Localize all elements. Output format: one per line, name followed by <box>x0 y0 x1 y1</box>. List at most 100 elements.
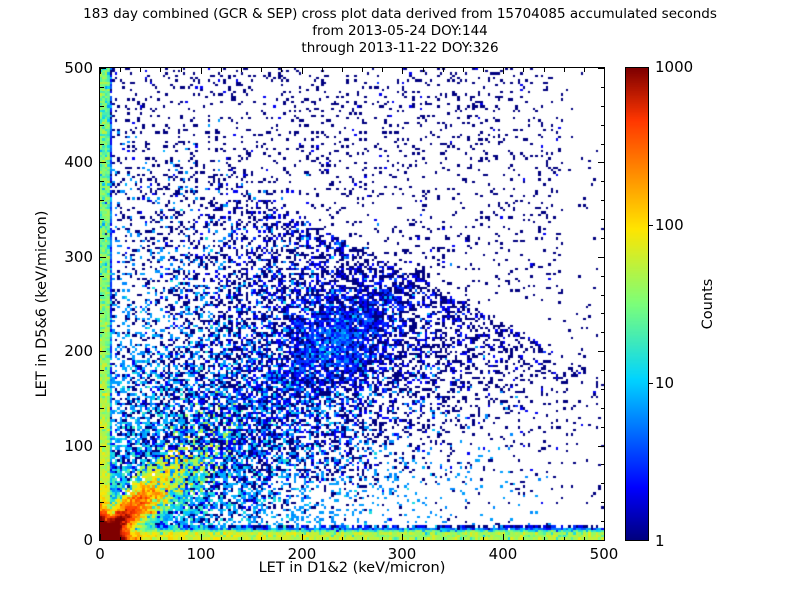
x-axis-major-tick <box>604 534 606 540</box>
y-axis-minor-tick <box>600 332 604 334</box>
x-axis-minor-tick <box>160 68 162 72</box>
x-axis-minor-tick <box>423 68 425 72</box>
x-axis-minor-tick <box>181 68 183 72</box>
x-axis-minor-tick <box>483 536 485 540</box>
x-axis-minor-tick <box>584 68 586 72</box>
y-axis-major-tick <box>100 351 106 353</box>
y-axis-major-tick <box>100 446 106 448</box>
y-axis-minor-tick <box>100 144 104 146</box>
y-axis-minor-tick <box>100 408 104 410</box>
colorbar-tick <box>648 383 653 385</box>
y-axis-minor-tick <box>100 502 104 504</box>
x-axis-tick-label: 0 <box>95 545 105 563</box>
y-axis-minor-tick <box>100 200 104 202</box>
y-axis-minor-tick <box>100 521 104 523</box>
x-axis-minor-tick <box>382 68 384 72</box>
y-axis-tick-label: 400 <box>64 153 93 171</box>
x-axis-minor-tick <box>463 68 465 72</box>
x-axis-minor-tick <box>261 68 263 72</box>
x-axis-minor-tick <box>281 68 283 72</box>
x-axis-minor-tick <box>382 536 384 540</box>
x-axis-minor-tick <box>241 68 243 72</box>
y-axis-minor-tick <box>600 125 604 127</box>
x-axis-minor-tick <box>221 536 223 540</box>
x-axis-label: LET in D1&2 (keV/micron) <box>258 560 446 576</box>
y-axis-major-tick <box>598 257 604 259</box>
x-axis-minor-tick <box>342 536 344 540</box>
y-axis-major-tick <box>598 68 604 70</box>
y-axis-tick-label: 300 <box>64 248 93 266</box>
y-axis-minor-tick <box>600 238 604 240</box>
x-axis-minor-tick <box>120 68 122 72</box>
y-axis-minor-tick <box>100 295 104 297</box>
x-axis-major-tick <box>302 534 304 540</box>
colorbar-label: Counts <box>700 278 716 330</box>
x-axis-major-tick <box>503 534 505 540</box>
density-scatter-layer <box>100 68 604 540</box>
x-axis-minor-tick <box>423 536 425 540</box>
y-axis-minor-tick <box>600 313 604 315</box>
x-axis-minor-tick <box>564 536 566 540</box>
y-axis-minor-tick <box>600 276 604 278</box>
y-axis-minor-tick <box>600 200 604 202</box>
x-axis-minor-tick <box>463 536 465 540</box>
y-axis-tick-label: 500 <box>64 59 93 77</box>
y-axis-tick-label: 200 <box>64 342 93 360</box>
y-axis-minor-tick <box>600 389 604 391</box>
y-axis-major-tick <box>100 162 106 164</box>
x-axis-minor-tick <box>241 536 243 540</box>
colorbar-tick-label: 10 <box>655 374 675 392</box>
x-axis-minor-tick <box>221 68 223 72</box>
y-axis-tick-label: 100 <box>64 437 93 455</box>
y-axis-minor-tick <box>600 144 604 146</box>
colorbar-tick-label: 1000 <box>655 58 694 76</box>
x-axis-minor-tick <box>140 68 142 72</box>
plot-title: 183 day combined (GCR & SEP) cross plot … <box>0 6 800 57</box>
y-axis-minor-tick <box>600 295 604 297</box>
colorbar-tick-label: 100 <box>655 216 684 234</box>
y-axis-minor-tick <box>600 427 604 429</box>
x-axis-minor-tick <box>523 68 525 72</box>
y-axis-minor-tick <box>100 370 104 372</box>
y-axis-major-tick <box>100 540 106 542</box>
x-axis-minor-tick <box>140 536 142 540</box>
x-axis-major-tick <box>604 68 606 74</box>
x-axis-tick-label: 200 <box>287 545 317 563</box>
colorbar-gradient <box>626 68 648 540</box>
y-axis-label: LET in D5&6 (keV/micron) <box>34 210 50 398</box>
y-axis-minor-tick <box>100 276 104 278</box>
x-axis-minor-tick <box>544 68 546 72</box>
plot-title-line-3: through 2013-11-22 DOY:326 <box>301 40 499 56</box>
x-axis-minor-tick <box>322 68 324 72</box>
y-axis-minor-tick <box>100 313 104 315</box>
x-axis-major-tick <box>100 534 102 540</box>
y-axis-minor-tick <box>600 521 604 523</box>
y-axis-minor-tick <box>600 370 604 372</box>
x-axis-minor-tick <box>281 536 283 540</box>
x-axis-minor-tick <box>160 536 162 540</box>
colorbar-tick-label: 1 <box>655 532 665 550</box>
y-axis-minor-tick <box>100 238 104 240</box>
y-axis-minor-tick <box>100 125 104 127</box>
x-axis-minor-tick <box>362 68 364 72</box>
y-axis-minor-tick <box>100 219 104 221</box>
x-axis-minor-tick <box>322 536 324 540</box>
y-axis-major-tick <box>598 351 604 353</box>
y-axis-minor-tick <box>600 106 604 108</box>
y-axis-minor-tick <box>100 427 104 429</box>
y-axis-minor-tick <box>600 219 604 221</box>
y-axis-minor-tick <box>600 87 604 89</box>
y-axis-minor-tick <box>600 408 604 410</box>
x-axis-minor-tick <box>342 68 344 72</box>
y-axis-major-tick <box>100 257 106 259</box>
x-axis-minor-tick <box>443 536 445 540</box>
colorbar <box>625 67 649 541</box>
y-axis-major-tick <box>598 540 604 542</box>
y-axis-major-tick <box>598 162 604 164</box>
plot-title-line-1: 183 day combined (GCR & SEP) cross plot … <box>83 6 717 22</box>
y-axis-tick-label: 0 <box>83 531 93 549</box>
x-axis-minor-tick <box>523 536 525 540</box>
x-axis-minor-tick <box>443 68 445 72</box>
plot-title-line-2: from 2013-05-24 DOY:144 <box>312 23 488 39</box>
